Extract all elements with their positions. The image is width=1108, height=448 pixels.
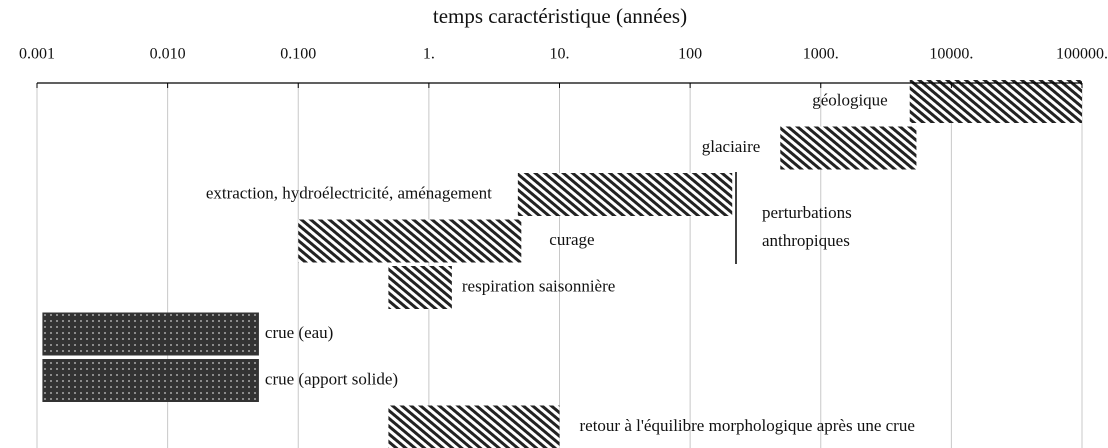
bar bbox=[909, 80, 1082, 123]
x-tick-label: 1000. bbox=[803, 46, 839, 63]
bar-label: curage bbox=[549, 230, 594, 249]
bar-label: extraction, hydroélectricité, aménagemen… bbox=[206, 183, 492, 202]
bar bbox=[42, 359, 259, 402]
x-tick-label: 0.001 bbox=[19, 46, 55, 63]
annotation: perturbations bbox=[762, 203, 852, 222]
x-tick-label: 10000. bbox=[929, 46, 973, 63]
x-tick-label: 100 bbox=[678, 46, 702, 63]
annotation: anthropiques bbox=[762, 231, 850, 250]
bar-label: géologique bbox=[812, 90, 888, 109]
bar-label: glaciaire bbox=[702, 137, 761, 156]
x-tick-label: 100000. bbox=[1056, 46, 1108, 63]
bar-label: respiration saisonnière bbox=[462, 276, 615, 295]
bar-label: crue (apport solide) bbox=[265, 369, 398, 388]
bar bbox=[388, 405, 560, 448]
bar bbox=[780, 126, 917, 170]
bar-label: crue (eau) bbox=[265, 323, 333, 342]
x-tick-label: 1. bbox=[423, 46, 435, 63]
x-tick-label: 0.010 bbox=[150, 46, 186, 63]
chart-title: temps caractéristique (années) bbox=[433, 4, 687, 28]
x-tick-label: 10. bbox=[550, 46, 570, 63]
x-tick-label: 0.100 bbox=[280, 46, 316, 63]
bar bbox=[388, 266, 452, 309]
bar-label: retour à l'équilibre morphologique après… bbox=[580, 416, 915, 435]
bar bbox=[42, 312, 259, 356]
bar bbox=[517, 173, 733, 216]
bar bbox=[298, 219, 522, 263]
